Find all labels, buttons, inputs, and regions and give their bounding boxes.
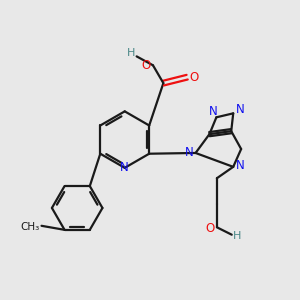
Text: N: N: [236, 159, 244, 172]
Text: N: N: [185, 146, 194, 159]
Text: CH₃: CH₃: [21, 222, 40, 232]
Text: H: H: [127, 48, 136, 59]
Text: H: H: [233, 231, 241, 241]
Text: N: N: [209, 106, 218, 118]
Text: O: O: [142, 59, 151, 72]
Text: N: N: [236, 103, 244, 116]
Text: N: N: [120, 161, 129, 174]
Text: O: O: [206, 222, 215, 235]
Text: O: O: [189, 71, 198, 84]
